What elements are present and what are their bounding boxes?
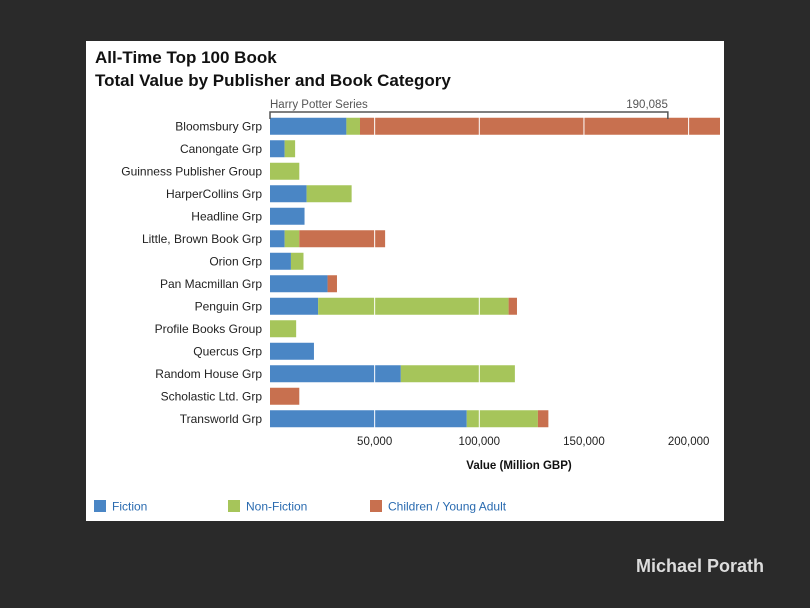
legend-swatch-fiction <box>94 500 106 512</box>
bar-segment-nonfiction <box>306 185 352 203</box>
legend-label-children: Children / Young Adult <box>388 500 507 514</box>
category-label: Pan Macmillan Grp <box>160 277 262 291</box>
chart-card: All-Time Top 100 Book Total Value by Pub… <box>86 41 724 521</box>
bar-chart: All-Time Top 100 Book Total Value by Pub… <box>94 48 720 514</box>
chart-title-line-1: All-Time Top 100 Book <box>95 48 277 67</box>
bar-segment-nonfiction <box>284 230 300 248</box>
x-tick-label: 150,000 <box>563 436 605 448</box>
annotation-bracket <box>269 111 669 119</box>
legend-label-nonfiction: Non-Fiction <box>246 500 307 514</box>
legend: Fiction Non-Fiction Children / Young Adult <box>94 500 507 514</box>
bar-segment-children <box>270 387 300 405</box>
annotation-label: Harry Potter Series <box>270 99 368 111</box>
category-labels: Bloomsbury Grp Canongate Grp Guinness Publ… <box>121 119 262 426</box>
bar-segment-nonfiction <box>270 320 297 338</box>
bar-segment-children <box>299 230 386 248</box>
author-credit: Michael Porath <box>635 556 764 576</box>
bar-segment-fiction <box>270 275 328 293</box>
bar-segment-children <box>508 297 517 315</box>
bar-segment-fiction <box>270 297 319 315</box>
bar-segment-fiction <box>270 365 401 383</box>
category-label: Bloomsbury Grp <box>175 119 262 133</box>
bar-segment-children <box>360 117 720 135</box>
category-label: Guinness Publisher Group <box>121 164 262 178</box>
bar-segment-fiction <box>270 342 314 360</box>
harry-potter-annotation: Harry Potter Series 190,085 <box>269 99 669 119</box>
category-label: Little, Brown Book Grp <box>142 232 262 246</box>
bar-segment-fiction <box>270 185 307 203</box>
legend-label-fiction: Fiction <box>112 500 147 514</box>
bar-segment-fiction <box>270 252 291 270</box>
category-label: Penguin Grp <box>195 299 263 313</box>
category-label: Scholastic Ltd. Grp <box>161 389 263 403</box>
bar-segment-nonfiction <box>290 252 304 270</box>
bar-segment-fiction <box>270 410 467 428</box>
bar-segment-nonfiction <box>318 297 509 315</box>
chart-title-line-2: Total Value by Publisher and Book Catego… <box>95 71 451 90</box>
category-label: Orion Grp <box>209 254 262 268</box>
category-label: Transworld Grp <box>180 412 263 426</box>
bar-segment-nonfiction <box>270 162 300 180</box>
category-label: Random House Grp <box>155 367 262 381</box>
category-label: HarperCollins Grp <box>166 187 262 201</box>
legend-swatch-children <box>370 500 382 512</box>
bar-segment-fiction <box>270 230 285 248</box>
gridlines-layer <box>374 115 690 430</box>
bar-segment-children <box>327 275 337 293</box>
bar-segment-nonfiction <box>400 365 515 383</box>
x-axis-title: Value (Million GBP) <box>466 460 572 472</box>
bar-segment-fiction <box>270 207 305 225</box>
legend-swatch-nonfiction <box>228 500 240 512</box>
bar-segment-children <box>537 410 549 428</box>
bar-segment-fiction <box>270 117 347 135</box>
bar-segment-nonfiction <box>346 117 360 135</box>
category-label: Profile Books Group <box>155 322 263 336</box>
bar-segment-nonfiction <box>466 410 538 428</box>
x-tick-label: 100,000 <box>459 436 501 448</box>
x-tick-label: 50,000 <box>357 436 392 448</box>
category-label: Headline Grp <box>191 209 262 223</box>
x-axis-ticks: 50,000 100,000 150,000 200,000 <box>357 436 709 448</box>
bar-segment-fiction <box>270 140 285 158</box>
category-label: Quercus Grp <box>193 344 262 358</box>
category-label: Canongate Grp <box>180 142 262 156</box>
x-tick-label: 200,000 <box>668 436 710 448</box>
annotation-value: 190,085 <box>626 99 668 111</box>
bar-segment-nonfiction <box>284 140 296 158</box>
bars-layer <box>270 117 720 428</box>
